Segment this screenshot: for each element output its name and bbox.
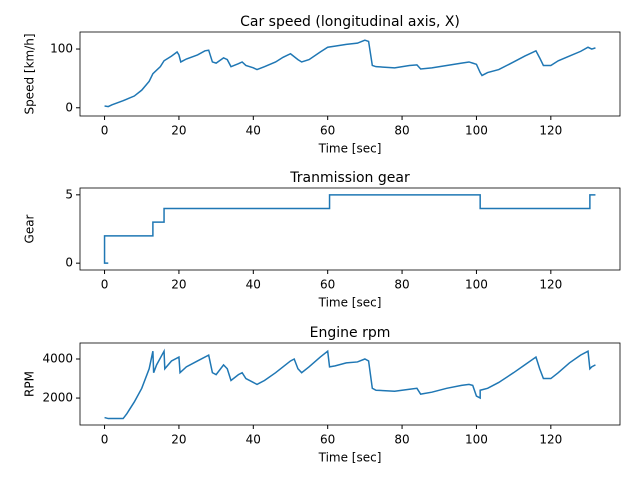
y-tick-label: 2000 [42, 391, 73, 405]
x-tick-label: 40 [246, 124, 261, 138]
x-axis-label: Time [sec] [318, 142, 382, 156]
x-tick-label: 40 [246, 433, 261, 447]
x-tick-label: 0 [101, 433, 109, 447]
x-tick-label: 0 [101, 124, 109, 138]
y-tick-label: 0 [65, 100, 73, 114]
x-tick-label: 20 [171, 278, 186, 292]
x-tick-label: 100 [465, 433, 488, 447]
axes-frame [79, 342, 621, 426]
axes-frame [79, 31, 621, 117]
x-tick-label: 60 [320, 278, 335, 292]
y-tick-label: 5 [65, 187, 73, 201]
x-tick-label: 40 [246, 278, 261, 292]
x-tick-label: 20 [171, 124, 186, 138]
y-axis-label: Speed [km/h] [23, 33, 37, 114]
subplot-title: Car speed (longitudinal axis, X) [240, 14, 460, 30]
x-tick-label: 60 [320, 124, 335, 138]
x-axis-label: Time [sec] [318, 451, 382, 465]
y-tick-label: 100 [50, 42, 73, 56]
y-axis-label: Gear [23, 214, 37, 243]
y-tick-label: 4000 [42, 352, 73, 366]
axes-frame [79, 187, 621, 271]
subplot-title: Engine rpm [310, 325, 391, 341]
data-line [104, 348, 596, 420]
x-tick-label: 100 [465, 124, 488, 138]
x-tick-label: 120 [539, 124, 562, 138]
x-tick-label: 120 [539, 278, 562, 292]
y-tick-label: 0 [65, 256, 73, 270]
x-tick-label: 0 [101, 278, 109, 292]
y-axis-label: RPM [23, 371, 37, 397]
x-tick-label: 60 [320, 433, 335, 447]
data-line [104, 39, 596, 108]
x-tick-label: 100 [465, 278, 488, 292]
x-axis-label: Time [sec] [318, 296, 382, 310]
subplot-title: Tranmission gear [289, 170, 410, 186]
x-tick-label: 20 [171, 433, 186, 447]
data-line [103, 194, 596, 264]
x-tick-label: 80 [394, 124, 409, 138]
x-tick-label: 80 [394, 278, 409, 292]
x-tick-label: 120 [539, 433, 562, 447]
x-tick-label: 80 [394, 433, 409, 447]
